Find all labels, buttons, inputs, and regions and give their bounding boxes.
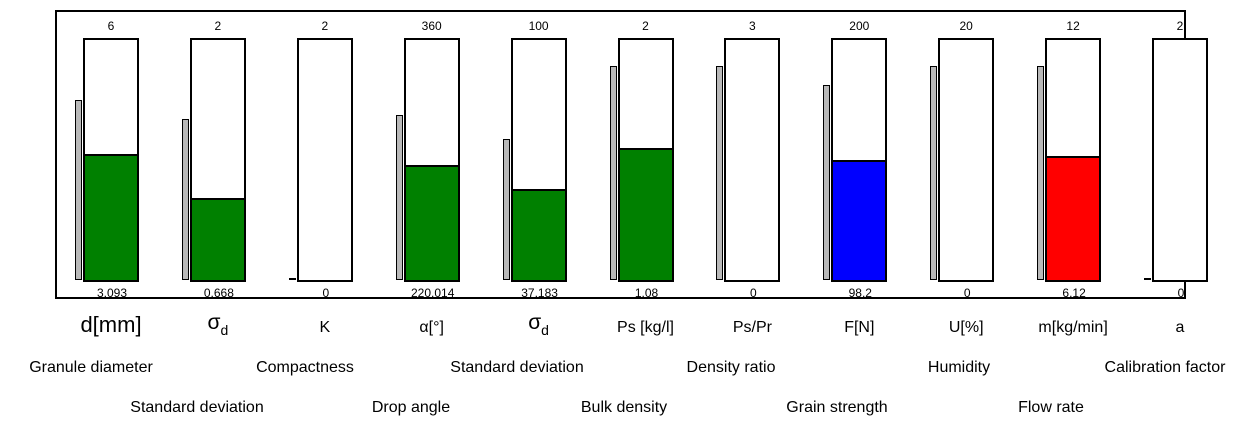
gauge-symbol-main: α[°]	[419, 319, 444, 336]
gauge-panel: 6 3,093 2 0,668 2 0 360 220,014 100 37,183 2 1,08 3 0…	[55, 10, 1208, 301]
gauge-max-label: 2	[642, 19, 649, 33]
desc-granule-diameter: Granule diameter	[29, 359, 153, 376]
gauge: 2 0,668	[172, 12, 282, 301]
gauge-tube	[724, 38, 781, 282]
gauge-fill	[191, 198, 244, 280]
gauge-symbol: U[%]	[949, 318, 984, 338]
gauge-symbol-main: σ	[528, 311, 542, 334]
gauge-max-label: 360	[421, 19, 442, 33]
gauge-side-bar	[181, 119, 189, 280]
gauge-symbol: Ps [kg/l]	[617, 318, 674, 338]
gauge-current-value: 6,12	[1062, 286, 1086, 300]
gauge-current-value: 3,093	[96, 286, 128, 300]
gauge-side-bar	[1144, 278, 1151, 280]
desc-humidity: Humidity	[927, 359, 991, 376]
gauge-tube	[938, 38, 995, 282]
gauge-fill	[833, 160, 886, 280]
gauge-tube	[189, 38, 246, 282]
gauge-side-bar	[395, 115, 403, 280]
gauge-max-label: 2	[214, 19, 222, 33]
gauge: 20 0	[920, 12, 1030, 301]
gauge-symbol: σd	[207, 311, 229, 338]
gauge-tube	[403, 38, 460, 282]
gauge-symbol-subscript: d	[541, 322, 549, 338]
gauge-current-value: 0	[1177, 286, 1185, 300]
gauge-side-bar	[609, 66, 617, 280]
gauge: 6 3,093	[65, 12, 175, 301]
gauge: 100 37,183	[493, 12, 603, 301]
gauge-symbol-main: a	[1175, 319, 1185, 336]
desc-grain-strength: Grain strength	[786, 399, 888, 416]
gauge-symbol: K	[319, 318, 330, 338]
desc-compactness: Compactness	[256, 359, 354, 376]
gauge-current-value: 0	[963, 286, 971, 300]
gauge-symbol-main: K	[319, 319, 331, 336]
gauge-tube	[1045, 38, 1102, 282]
gauge-max-label: 12	[1066, 19, 1080, 33]
gauge-fill	[405, 165, 458, 280]
gauge-symbol-main: Ps [kg/l]	[617, 319, 674, 336]
desc-standard-deviation-1: Standard deviation	[130, 399, 264, 416]
gauge-symbol: Ps/Pr	[733, 318, 772, 338]
gauge: 2 1,08	[600, 12, 710, 301]
gauge-symbol-main: m[kg/min]	[1038, 319, 1108, 336]
gauge-symbol-subscript: d	[220, 322, 229, 338]
gauge-side-bar	[1037, 66, 1045, 280]
desc-density-ratio: Density ratio	[686, 359, 776, 376]
gauge-current-value: 98,2	[848, 286, 872, 300]
gauge-tube	[1152, 38, 1208, 282]
gauge-side-bar	[75, 100, 82, 280]
gauge-current-value: 1,08	[634, 286, 659, 300]
gauge-current-value: 0,668	[203, 286, 234, 300]
gauge-side-bar	[930, 66, 938, 280]
gauge-tube	[296, 38, 353, 282]
gauge-fill	[619, 148, 672, 280]
gauge-symbol: α[°]	[419, 318, 444, 338]
gauge-max-label: 200	[849, 19, 870, 33]
gauge-symbol: F[N]	[844, 318, 874, 338]
gauge-current-value: 220,014	[410, 286, 455, 300]
gauge-fill	[85, 154, 137, 280]
desc-flow-rate: Flow rate	[1018, 399, 1084, 416]
gauge-side-bar	[823, 85, 831, 280]
gauge-symbol-main: F[N]	[844, 319, 875, 336]
desc-calibration-factor: Calibration factor	[1104, 359, 1226, 376]
gauge-fill	[1047, 156, 1100, 280]
gauge-fill	[512, 189, 565, 280]
gauge-max-label: 20	[959, 19, 973, 33]
desc-standard-deviation-2: Standard deviation	[450, 359, 584, 376]
gauge-symbol: a	[1176, 318, 1185, 338]
gauge-max-label: 100	[528, 19, 549, 33]
gauge-side-bar	[288, 278, 296, 280]
gauge-current-value: 0	[322, 286, 330, 300]
gauge-tube	[617, 38, 674, 282]
gauge-side-bar	[502, 139, 510, 280]
gauge-tube	[83, 38, 139, 282]
gauge-max-label: 2	[1176, 19, 1184, 33]
gauge-symbol: σd	[528, 311, 549, 338]
gauge-current-value: 0	[750, 286, 757, 300]
gauge-tube	[510, 38, 567, 282]
gauge-symbol-main: σ	[207, 311, 221, 334]
gauge-symbol: d[mm]	[80, 312, 142, 337]
gauge: 360 220,014	[386, 12, 496, 301]
gauge-max-label: 6	[107, 19, 115, 33]
gauge-symbol-main: Ps/Pr	[732, 319, 772, 336]
gauge-symbol-main: d[mm]	[80, 312, 142, 337]
gauge: 200 98,2	[813, 12, 923, 301]
gauge-symbol: m[kg/min]	[1038, 318, 1107, 338]
gauge: 12 6,12	[1027, 12, 1137, 301]
gauge-symbol-main: U[%]	[948, 319, 984, 336]
gauge-tube	[831, 38, 888, 282]
desc-drop-angle: Drop angle	[371, 399, 451, 416]
desc-bulk-density: Bulk density	[580, 399, 668, 416]
gauge-current-value: 37,183	[521, 286, 558, 300]
gauge-side-bar	[716, 66, 724, 280]
gauge-max-label: 2	[321, 19, 329, 33]
gauge-max-label: 3	[749, 19, 756, 33]
